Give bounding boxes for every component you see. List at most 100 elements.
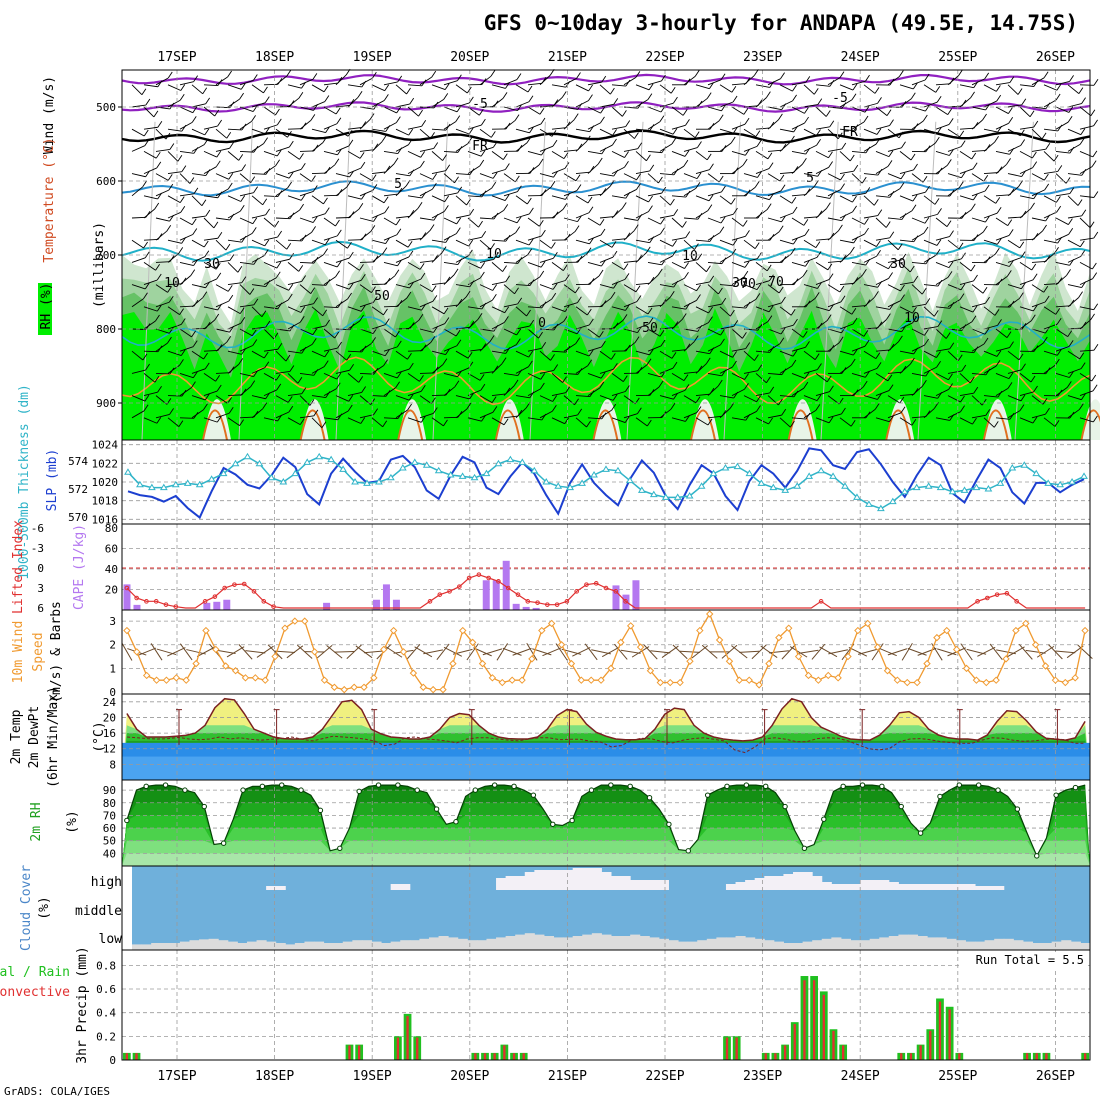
wind-barb — [731, 372, 745, 380]
wind-barb — [923, 284, 938, 287]
surface-barb — [672, 644, 688, 660]
wind-barb — [347, 262, 360, 271]
wind-barb — [539, 239, 552, 249]
li-tick-label: -6 — [31, 522, 44, 535]
wind-barb-flag — [143, 241, 148, 249]
wind-speed-point — [261, 676, 269, 684]
contour-label: 10 — [682, 249, 698, 264]
cloud-high-gap — [735, 882, 746, 890]
rh-area-band — [122, 853, 1090, 866]
wind-barb-flag — [466, 86, 472, 94]
wind-barb-flag — [1045, 142, 1051, 150]
cloud-low-bar — [1022, 941, 1034, 950]
wind-barb-flag — [936, 361, 941, 368]
contour-label: 10 — [164, 276, 180, 291]
wind-barb-flag — [419, 375, 424, 382]
wind-barb — [419, 328, 434, 333]
precip-conv-bar — [416, 1037, 419, 1060]
cape-bar — [502, 560, 510, 610]
wind-barb-flag — [721, 104, 726, 112]
wind-barb-flag — [489, 335, 495, 342]
wind-barb — [947, 75, 959, 86]
wind-barb — [839, 323, 854, 330]
wind-barb — [347, 350, 363, 353]
wind-barb-flag — [744, 373, 749, 380]
wind-barb-flag — [192, 106, 198, 113]
wind-barb — [143, 373, 156, 383]
wind-barb-flag — [719, 226, 725, 234]
wind-barb — [935, 389, 949, 397]
thickness-point — [1080, 472, 1088, 479]
wind-barb-flag — [541, 229, 546, 237]
wind-barb — [335, 298, 348, 308]
wind-barb — [839, 99, 853, 108]
wind-barb — [419, 413, 434, 419]
cloud-high-gap — [927, 884, 938, 890]
wind-barb — [1067, 215, 1082, 219]
thickness-point — [315, 452, 324, 460]
wind-barb — [347, 167, 362, 175]
wind-barb — [971, 217, 986, 223]
wind-barb — [575, 100, 589, 108]
wind-barb — [1019, 279, 1034, 286]
wind-barb-flag — [309, 399, 315, 406]
wind-barb — [239, 304, 254, 308]
wind-barb — [623, 284, 637, 293]
rh-tick-label: 50 — [103, 835, 116, 848]
wind-barb — [515, 239, 530, 246]
thickness-point — [291, 469, 300, 477]
wind-barb — [911, 372, 926, 377]
wind-barb — [323, 261, 338, 268]
cloud-low-bar — [496, 937, 507, 950]
wind-barb — [935, 261, 950, 269]
wind-barb-flag — [744, 117, 750, 125]
surface-barb — [781, 644, 796, 660]
wind-barb — [959, 195, 974, 201]
cloud-low-bar — [802, 941, 813, 950]
wind-barb-flag — [790, 247, 796, 255]
wind-barb — [803, 239, 817, 249]
wind-barb-flag — [1092, 150, 1098, 158]
wind-barb-flag — [732, 360, 737, 368]
wind-barb-flag — [636, 173, 641, 180]
wind-barb-flag — [898, 70, 904, 77]
wind-barb-flag — [865, 187, 871, 194]
wind-barb-flag — [154, 375, 160, 383]
surface-barb — [828, 649, 849, 655]
wind-barb-flag — [262, 198, 268, 206]
wind-barb — [911, 303, 926, 308]
wind-barb-flag — [1081, 209, 1087, 217]
wind-barb — [803, 395, 818, 402]
wind-speed-point — [893, 676, 902, 684]
wind-barb — [815, 126, 830, 130]
wind-barb-flag — [936, 95, 942, 103]
wind-barb-flag — [671, 352, 677, 359]
wind-barb-flag — [574, 286, 580, 294]
wind-barb — [263, 150, 278, 157]
wind-barb — [995, 328, 1008, 338]
wind-barb — [935, 348, 950, 352]
wind-barb — [959, 350, 974, 354]
wind-barb — [299, 231, 312, 241]
wind-barb-flag — [1069, 371, 1074, 378]
contour-label: 70 — [740, 277, 756, 292]
surface-barb — [819, 646, 838, 658]
wind-barb — [707, 106, 722, 112]
wind-barb — [287, 195, 302, 201]
wind-barb-flag — [622, 314, 628, 321]
wind-barb — [635, 417, 648, 427]
wind-barb-flag — [1055, 308, 1061, 315]
wind-barb — [131, 284, 146, 290]
wind-barb — [575, 84, 589, 92]
wind-barb-flag — [672, 127, 678, 135]
thickness-point — [1056, 480, 1065, 488]
wind-barb-flag — [155, 151, 161, 159]
pressure-tick-label: 700 — [96, 249, 116, 262]
wind-barb-flag — [960, 395, 965, 403]
wind-barb-flag — [709, 275, 715, 283]
wind-barb-flag — [646, 154, 651, 162]
wind-barb — [599, 185, 611, 197]
wind-barb-flag — [601, 412, 607, 420]
wind-barb — [143, 320, 156, 330]
surface-barb — [572, 646, 591, 657]
